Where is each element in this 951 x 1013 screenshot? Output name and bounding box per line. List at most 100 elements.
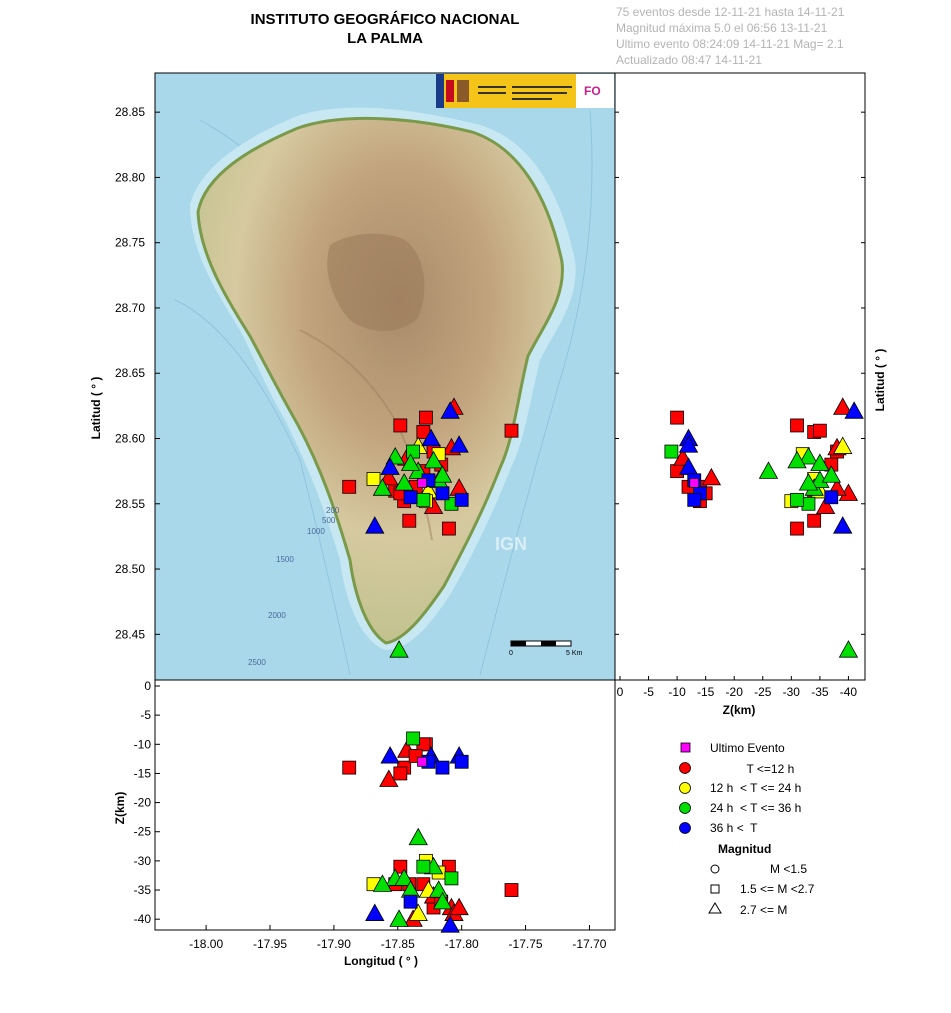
event-marker-triangle	[758, 461, 779, 479]
event-marker-triangle	[408, 903, 428, 921]
event-marker-square	[403, 894, 418, 909]
event-marker-square	[687, 492, 702, 507]
event-marker-square	[342, 760, 357, 775]
event-marker-triangle	[372, 478, 393, 496]
scale-label-start: 0	[509, 650, 513, 657]
legend-label-mag-mid: 1.5 <= M <2.7	[740, 882, 815, 896]
depth-tick-label: -5	[140, 708, 151, 722]
lon-tick-label: -17.90	[317, 937, 351, 951]
event-marker-triangle	[440, 401, 460, 419]
contour-label: 1000	[307, 527, 325, 536]
event-marker-square	[403, 490, 418, 505]
event-marker-triangle	[365, 903, 385, 921]
caldera-de-taburiente	[327, 233, 425, 332]
last-event-marker	[689, 477, 700, 488]
event-marker-square	[435, 486, 450, 501]
depth-tick-label: -25	[134, 825, 152, 839]
contour-label: 500	[322, 516, 336, 525]
legend-label-24h: 12 h < T <= 24 h	[710, 781, 801, 795]
x-axis-label-depth: Z(km)	[723, 703, 756, 717]
depth-tick-label: 0	[144, 679, 151, 693]
event-marker-square	[807, 513, 822, 528]
contour-label: 2000	[268, 611, 286, 620]
event-marker-square	[790, 521, 804, 536]
event-marker-triangle	[833, 516, 853, 534]
lat-tick-label: 28.65	[115, 366, 145, 380]
event-marker-triangle	[380, 457, 400, 475]
event-marker-square	[812, 423, 827, 438]
lon-tick-label: -17.95	[253, 937, 287, 951]
event-marker-triangle	[701, 467, 722, 486]
legend-marker-last-event	[680, 742, 691, 753]
event-marker-triangle	[449, 897, 469, 916]
x-axis-label-longitude: Longitud ( ° )	[344, 954, 418, 968]
island-la-palma	[196, 116, 564, 645]
event-marker-triangle	[678, 435, 699, 453]
lon-tick-label: -18.00	[189, 937, 223, 951]
event-marker-square	[664, 444, 679, 459]
updated-info: Actualizado 08:47 14-11-21	[616, 53, 762, 67]
depth-tick-label: -35	[134, 883, 152, 897]
event-marker-triangle	[787, 450, 807, 469]
event-marker-triangle	[379, 467, 399, 486]
event-marker-square	[441, 521, 456, 536]
event-marker-triangle	[394, 868, 414, 886]
depth-tick-label: -10	[134, 737, 152, 751]
event-marker-square	[393, 418, 408, 433]
depth-tick-label: -35	[811, 685, 829, 699]
points-layer	[342, 397, 864, 933]
axes-layer: 28.85 28.80 28.75 28.70 28.65 28.60 28.55 28.50…	[115, 105, 865, 951]
event-marker-triangle	[798, 473, 819, 491]
legend-label-last-event: Ultimo Evento	[710, 741, 785, 755]
last-event-info: Ultimo evento 08:24:09 14-11-21 Mag= 2.1	[616, 37, 844, 51]
depth-tick-label: -30	[783, 685, 801, 699]
event-marker-triangle	[798, 446, 819, 465]
chart-title-line2: LA PALMA	[347, 30, 423, 47]
depth-tick-label: 0	[617, 685, 624, 699]
event-marker-square	[416, 859, 431, 874]
event-marker-square	[416, 492, 431, 507]
event-marker-triangle	[432, 465, 453, 483]
event-marker-triangle	[440, 915, 460, 933]
event-marker-triangle	[423, 450, 444, 469]
event-marker-triangle	[844, 401, 864, 419]
event-marker-triangle	[372, 874, 393, 892]
last-event-marker	[417, 477, 427, 488]
depth-tick-label: -15	[697, 685, 715, 699]
event-count-info: 75 eventos desde 12-11-21 hasta 14-11-21	[616, 5, 845, 19]
legend-label-older: 36 h < T	[710, 821, 758, 835]
lon-tick-label: -17.75	[509, 937, 543, 951]
event-marker-square	[435, 760, 450, 775]
legend-label-12h: T <=12 h	[710, 762, 794, 776]
event-marker-triangle	[389, 640, 409, 658]
lon-tick-label: -17.85	[381, 937, 415, 951]
legend-marker-36h	[679, 802, 691, 814]
depth-tick-label: -10	[668, 685, 686, 699]
depth-tick-label: -25	[754, 685, 772, 699]
bathymetry-contour	[174, 299, 351, 676]
legend-marker-24h	[679, 782, 691, 794]
depth-tick-label: -20	[134, 796, 152, 810]
event-marker-square	[406, 731, 421, 746]
legend-marker-mag-mid	[710, 884, 720, 894]
svg-text:FO: FO	[584, 84, 601, 98]
lat-tick-label: 28.55	[115, 497, 145, 511]
depth-tick-label: -40	[840, 685, 858, 699]
event-marker-square	[406, 444, 421, 459]
y-axis-label-depth: Z(km)	[113, 792, 127, 825]
map-panel: IGN 200 500 1000 1500 2000 2500 0 5 Km F…	[155, 73, 615, 680]
event-marker-triangle	[365, 516, 385, 534]
event-marker-square	[670, 410, 685, 425]
lat-tick-label: 28.60	[115, 432, 145, 446]
legend-label-mag-large: 2.7 <= M	[740, 903, 787, 917]
scale-label-end: 5 Km	[566, 650, 583, 657]
lat-tick-label: 28.85	[115, 105, 145, 119]
event-marker-triangle	[380, 746, 400, 764]
event-marker-triangle	[421, 428, 441, 447]
last-event-marker	[417, 756, 427, 767]
legend-marker-older	[679, 822, 691, 834]
legend-marker-mag-large	[708, 902, 722, 914]
lat-tick-label: 28.70	[115, 301, 145, 315]
lon-tick-label: -17.80	[445, 937, 479, 951]
legend-label-36h: 24 h < T <= 36 h	[710, 801, 801, 815]
